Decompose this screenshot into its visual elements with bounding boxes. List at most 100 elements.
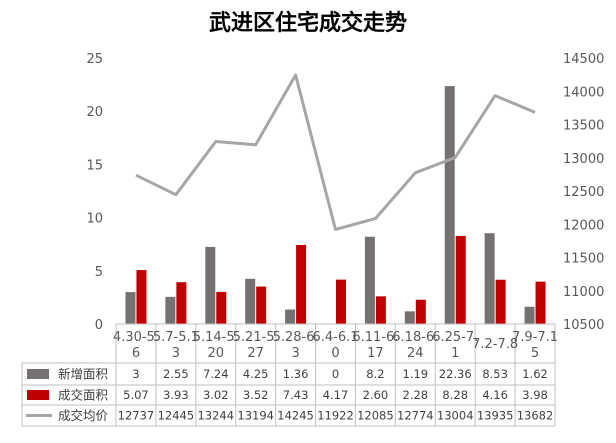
price-line [135, 73, 536, 231]
plot-area: 0 5 10 15 20 25 10500 11000 11500 12000 12500 13000… [86, 52, 604, 333]
y-right-tick-label: 14000 [563, 85, 604, 100]
table-cell: 4.16 [482, 388, 508, 402]
bar-deal-area [216, 291, 227, 324]
table-cell: 8.2 [366, 367, 384, 381]
bar-deal-area [495, 279, 506, 324]
bar-new-area [165, 296, 176, 324]
y-left-tick-label: 0 [95, 318, 103, 333]
table-cell: 8.28 [442, 388, 468, 402]
y-left-tick-label: 15 [86, 158, 103, 173]
bar-new-area [245, 278, 256, 324]
table-cell: 12774 [397, 409, 434, 423]
bar-deal-area [415, 299, 426, 324]
bar-new-area [484, 233, 495, 324]
legend-label: 新增面积 [58, 367, 108, 382]
x-category-label: 0 [331, 346, 339, 361]
table-cell: 2.28 [403, 388, 429, 402]
bar-deal-area [176, 282, 187, 324]
y-left-tick-label: 25 [86, 52, 103, 67]
y-left-tick-label: 5 [95, 265, 103, 280]
y-left-tick-label: 20 [86, 105, 103, 120]
table-cell: 2.60 [363, 388, 389, 402]
table-cell: 8.53 [482, 367, 508, 381]
data-table: 4.30-5.65.7-5.135.14-5.205.21-5.275.28-6… [21, 323, 558, 427]
bar-deal-area [455, 235, 466, 324]
table-cell: 3 [132, 367, 139, 381]
table-cell: 13194 [237, 409, 274, 423]
x-category-label: 6.18-6. [392, 330, 438, 345]
table-cell: 12085 [357, 409, 394, 423]
x-category-label: 6.11-6. [352, 330, 398, 345]
y-right-tick-label: 13500 [563, 119, 604, 134]
table-cell: 22.36 [439, 367, 472, 381]
y-right-tick-label: 11500 [563, 252, 604, 267]
x-category-label: 6 [132, 346, 140, 361]
x-category-label: 5.14-5. [193, 330, 239, 345]
x-category-label: 24 [407, 346, 424, 361]
table-cell: 2.55 [163, 367, 189, 381]
y-right-tick-label: 10500 [563, 318, 604, 333]
legend-label: 成交均价 [58, 408, 109, 423]
table-cell: 1.19 [403, 367, 429, 381]
bar-new-area [285, 309, 296, 324]
table-cell: 1.36 [283, 367, 309, 381]
y-left-tick-label: 10 [86, 212, 103, 227]
x-category-label: 5.7-5.1 [153, 330, 199, 345]
table-cell: 3.02 [203, 388, 229, 402]
x-category-label: 4.30-5. [113, 330, 159, 345]
legend-label: 成交面积 [58, 388, 108, 403]
table-cell: 3.52 [243, 388, 269, 402]
x-category-label: 1 [451, 346, 459, 361]
table-cell: 13244 [197, 409, 234, 423]
table-cell: 13935 [477, 409, 514, 423]
bar-deal-area [296, 244, 307, 324]
y-right-tick-label: 12500 [563, 185, 604, 200]
x-category-label: 17 [367, 346, 384, 361]
x-category-label: 3 [291, 346, 299, 361]
bar-deal-area [136, 270, 147, 324]
table-cell: 13004 [437, 409, 474, 423]
bar-deal-area [535, 281, 546, 324]
x-category-label: 6.25-7. [432, 330, 478, 345]
table-cell: 3.98 [522, 388, 548, 402]
bar-new-area [364, 236, 375, 324]
chart-title: 武进区住宅成交走势 [209, 10, 407, 36]
x-category-label: 20 [207, 346, 224, 361]
legend-key-0 [27, 369, 49, 379]
y-right-tick-label: 12000 [563, 218, 604, 233]
bar-deal-area [256, 286, 267, 324]
table-cell: 7.43 [283, 388, 309, 402]
x-category-label: 5.28-6. [273, 330, 319, 345]
table-cell: 7.24 [203, 367, 229, 381]
table-cell: 13682 [517, 409, 554, 423]
y-right-tick-label: 11000 [563, 285, 604, 300]
table-cell: 4.25 [243, 367, 269, 381]
table-cell: 1.62 [522, 367, 548, 381]
y-right-tick-label: 14500 [563, 52, 604, 67]
bar-new-area [205, 246, 216, 324]
table-cell: 12737 [118, 409, 155, 423]
table-cell: 14245 [277, 409, 314, 423]
table-cell: 3.93 [163, 388, 189, 402]
x-category-label: 5 [531, 346, 539, 361]
table-cell: 12445 [158, 409, 195, 423]
bar-new-area [444, 86, 455, 324]
legend-key-1 [27, 390, 49, 400]
y-right-tick-label: 13000 [563, 152, 604, 167]
bar-deal-area [375, 296, 386, 324]
x-category-label: 5.21-5. [233, 330, 279, 345]
table-cell: 11922 [317, 409, 354, 423]
table-cell: 4.17 [323, 388, 349, 402]
x-category-label: 7.9-7.1 [512, 330, 558, 345]
x-category-label: 27 [247, 346, 264, 361]
x-category-label: 6.4-6.1 [312, 330, 358, 345]
bar-deal-area [336, 279, 346, 324]
bar-new-area [524, 306, 535, 324]
table-cell: 0 [332, 367, 339, 381]
x-category-label: 7.2-7.8 [472, 337, 518, 352]
bar-new-area [404, 311, 415, 324]
table-cell: 5.07 [123, 388, 149, 402]
x-category-label: 3 [172, 346, 180, 361]
bar-new-area [125, 292, 136, 324]
